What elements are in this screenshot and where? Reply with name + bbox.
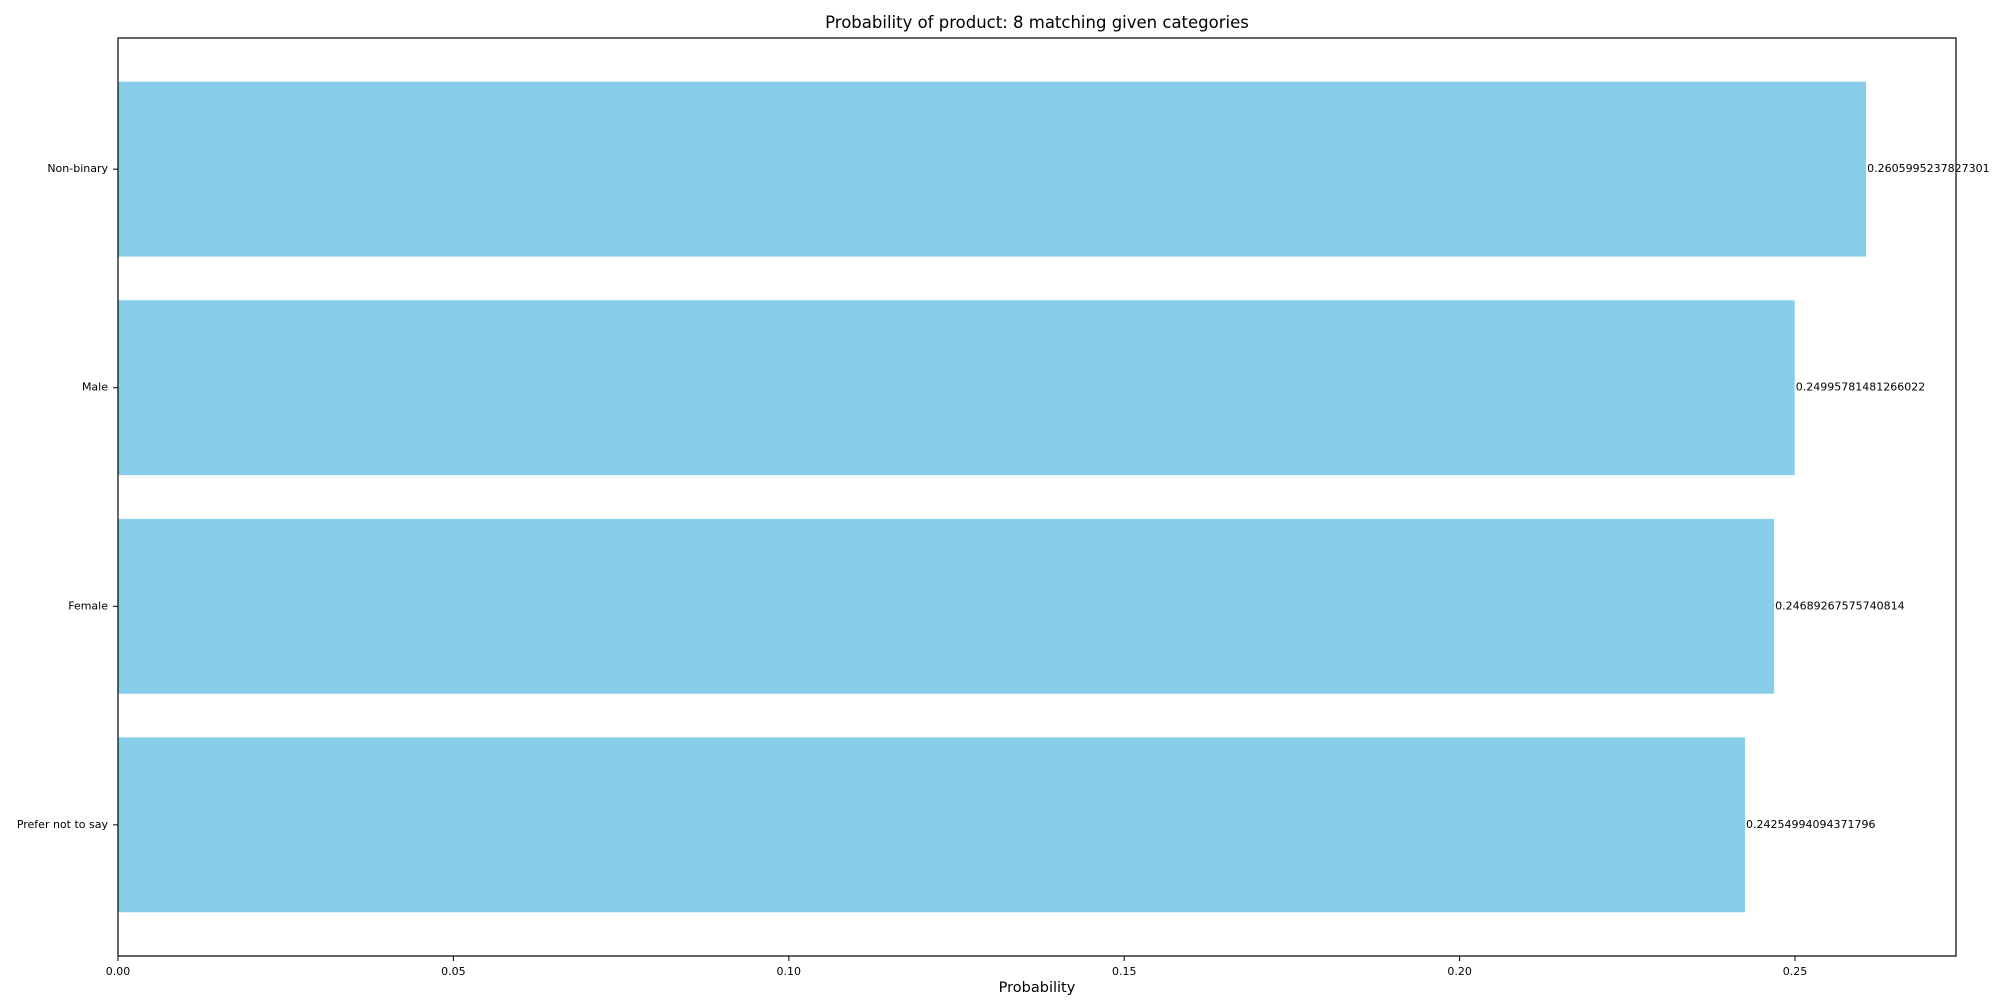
value-label-female: 0.24689267575740814 [1775,599,1904,612]
y-tick-label-male: Male [82,381,108,394]
value-label-prefer-not-to-say: 0.24254994094371796 [1746,818,1875,831]
x-axis-label: Probability [999,980,1076,996]
bars-group [118,81,1867,913]
x-tick-label-5: 0.25 [1783,965,1808,978]
x-tick-label-0: 0.00 [106,965,131,978]
chart-title: Probability of product: 8 matching given… [825,13,1249,32]
bar-male [118,300,1795,476]
plot-area-frame [117,37,1957,957]
x-tick-label-4: 0.20 [1447,965,1472,978]
y-tick-label-prefer-not-to-say: Prefer not to say [17,818,109,831]
x-axis-ticks: 0.00 0.05 0.10 0.15 0.20 0.25 [106,956,1808,978]
bar-non-binary [118,81,1867,257]
bar-prefer-not-to-say [118,737,1746,913]
value-labels-group: 0.2605995237827301 0.24995781481266022 0.2… [1746,162,1990,831]
y-tick-label-female: Female [68,599,108,612]
x-tick-label-2: 0.10 [777,965,802,978]
value-label-non-binary: 0.2605995237827301 [1867,162,1989,175]
x-tick-label-1: 0.05 [441,965,466,978]
bar-female [118,518,1775,694]
value-label-male: 0.24995781481266022 [1796,381,1925,394]
y-axis-ticks: Non-binary Male Female Prefer not to say [17,162,118,831]
x-tick-label-3: 0.15 [1112,965,1137,978]
y-tick-label-non-binary: Non-binary [47,162,108,175]
